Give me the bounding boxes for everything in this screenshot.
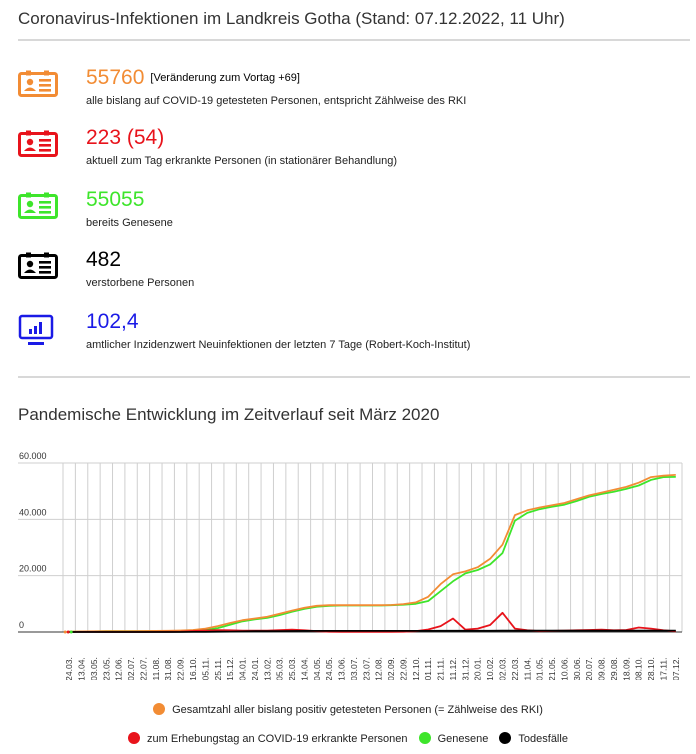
stat-change-note: [Veränderung zum Vortag +69] <box>150 72 300 84</box>
stat-number: 482 <box>86 248 122 271</box>
x-tick-label: 23.05. <box>101 657 111 680</box>
x-tick-label: 14.04. <box>299 657 309 680</box>
x-tick-label: 01.05. <box>535 657 545 680</box>
legend-item-todesfaelle[interactable]: Todesfälle <box>499 732 568 745</box>
y-tick-label: 20.000 <box>19 564 47 574</box>
divider <box>18 39 690 41</box>
legend-label: Gesamtzahl aller bislang positiv geteste… <box>172 704 543 716</box>
stat-number: 223 (54) <box>86 126 165 149</box>
x-tick-label: 28.10. <box>646 657 656 680</box>
x-tick-label: 24.01. <box>250 657 260 680</box>
legend-row-2: zum Erhebungstag an COVID-19 erkrankte P… <box>0 732 696 745</box>
legend-dot-icon <box>128 732 141 744</box>
id-card-icon <box>18 192 58 220</box>
section-title: Pandemische Entwicklung im Zeitverlauf s… <box>18 405 440 424</box>
stat-description: amtlicher Inzidenzwert Neuinfektionen de… <box>86 339 471 351</box>
y-tick-label: 40.000 <box>19 507 47 517</box>
y-tick-label: 0 <box>19 620 24 630</box>
x-tick-label: 22.07. <box>138 657 148 680</box>
series-marker <box>66 630 70 634</box>
divider <box>18 376 690 378</box>
legend-dot-icon <box>499 732 512 744</box>
stat-description: alle bislang auf COVID-19 getesteten Per… <box>86 95 467 107</box>
x-tick-label: 21.05. <box>547 657 557 680</box>
id-card-icon <box>18 252 58 280</box>
x-tick-label: 04.01. <box>238 657 248 680</box>
x-tick-label: 22.09. <box>176 657 186 680</box>
stat-value: 55055 <box>86 188 144 212</box>
x-tick-label: 11.04. <box>522 657 532 680</box>
x-tick-label: 11.12. <box>448 657 458 680</box>
x-tick-label: 13.02. <box>262 657 272 680</box>
series-line <box>69 629 676 633</box>
x-tick-label: 29.08. <box>609 657 619 680</box>
x-tick-label: 05.11. <box>200 657 210 680</box>
x-tick-label: 02.03. <box>497 657 507 680</box>
x-tick-label: 01.11. <box>423 657 433 680</box>
x-tick-label: 11.08. <box>151 657 161 680</box>
series-marker <box>69 630 73 634</box>
x-tick-label: 20.01. <box>473 657 483 680</box>
y-tick-label: 60.000 <box>19 451 47 461</box>
series-marker <box>63 630 67 634</box>
x-tick-label: 18.09. <box>621 657 631 680</box>
x-tick-label: 31.08. <box>163 657 173 680</box>
stat-description: aktuell zum Tag erkrankte Personen (in s… <box>86 155 398 167</box>
x-tick-label: 02.07. <box>126 657 136 680</box>
id-card-icon <box>18 130 58 158</box>
x-tick-label: 20.07. <box>584 657 594 680</box>
monitor-chart-icon <box>18 314 58 345</box>
x-tick-label: 07.12. <box>671 657 681 680</box>
x-tick-label: 17.11. <box>658 657 668 680</box>
x-tick-label: 03.05. <box>89 657 99 680</box>
x-tick-label: 08.10. <box>634 657 644 680</box>
stat-value: 482 <box>86 248 121 272</box>
x-tick-label: 10.02. <box>485 657 495 680</box>
legend-label: zum Erhebungstag an COVID-19 erkrankte P… <box>147 733 408 745</box>
x-tick-label: 13.04. <box>77 657 87 680</box>
x-tick-label: 13.06. <box>337 657 347 680</box>
x-tick-label: 04.05. <box>312 657 322 680</box>
x-tick-label: 24.03. <box>64 657 74 680</box>
stat-number: 55760 <box>86 66 145 89</box>
stat-number: 102,4 <box>86 310 139 333</box>
page-title: Coronavirus-Infektionen im Landkreis Got… <box>18 9 565 28</box>
x-tick-label: 12.08. <box>374 657 384 680</box>
x-tick-label: 21.11. <box>436 657 446 680</box>
x-tick-label: 25.11. <box>213 657 223 680</box>
legend-item-erkrankte[interactable]: zum Erhebungstag an COVID-19 erkrankte P… <box>128 732 408 745</box>
stat-description: bereits Genesene <box>86 217 173 229</box>
x-tick-label: 16.10. <box>188 657 198 680</box>
legend-dot-icon <box>153 703 166 715</box>
stat-value: 223 (54) <box>86 126 164 150</box>
x-tick-label: 23.07. <box>361 657 371 680</box>
id-card-icon <box>18 70 58 98</box>
x-tick-label: 12.10. <box>411 657 421 680</box>
x-tick-label: 12.06. <box>114 657 124 680</box>
stat-value: 55760 [Veränderung zum Vortag +69] <box>86 66 300 90</box>
legend-label: Todesfälle <box>518 733 568 745</box>
x-tick-label: 22.09. <box>398 657 408 680</box>
x-tick-label: 15.12. <box>225 657 235 680</box>
x-tick-label: 30.06. <box>572 657 582 680</box>
x-tick-label: 22.03. <box>510 657 520 680</box>
legend-label: Genesene <box>437 733 489 745</box>
legend-dot-icon <box>418 732 431 744</box>
legend-item-genesene[interactable]: Genesene <box>418 732 489 745</box>
x-tick-label: 31.12. <box>460 657 470 680</box>
legend-row-1: Gesamtzahl aller bislang positiv geteste… <box>0 703 696 716</box>
legend-item-gesamtzahl[interactable]: Gesamtzahl aller bislang positiv geteste… <box>153 703 543 716</box>
x-tick-label: 09.08. <box>597 657 607 680</box>
x-tick-label: 10.06. <box>559 657 569 680</box>
stat-value: 102,4 <box>86 310 139 334</box>
x-tick-label: 03.07. <box>349 657 359 680</box>
series-line <box>69 474 676 633</box>
x-tick-label: 05.03. <box>275 657 285 680</box>
stat-description: verstorbene Personen <box>86 277 195 289</box>
x-tick-label: 25.03. <box>287 657 297 680</box>
stat-number: 55055 <box>86 188 145 211</box>
x-tick-label: 02.09. <box>386 657 396 680</box>
x-tick-label: 24.05. <box>324 657 334 680</box>
